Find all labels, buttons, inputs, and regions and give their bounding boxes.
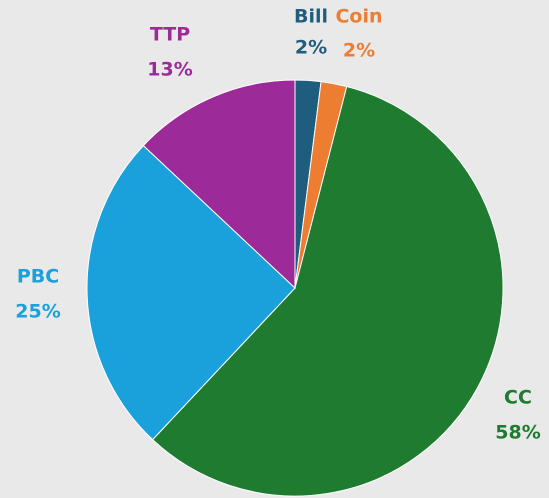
slice-value-label: 2% <box>295 37 327 59</box>
slice-value-label: 58% <box>495 422 540 444</box>
slice-name: TTP <box>150 24 190 46</box>
slice-name: Coin <box>335 6 382 28</box>
slice-name: Bill <box>294 6 328 28</box>
pie-slice <box>86 144 296 441</box>
slice-name: PBC <box>17 266 59 288</box>
slice-value-label: 25% <box>15 301 60 323</box>
pie-slice <box>151 85 504 497</box>
slice-value-label: 13% <box>147 59 192 81</box>
pie-slice <box>142 79 296 290</box>
slice-name: CC <box>504 387 532 409</box>
slice-value-label: 2% <box>343 40 375 62</box>
